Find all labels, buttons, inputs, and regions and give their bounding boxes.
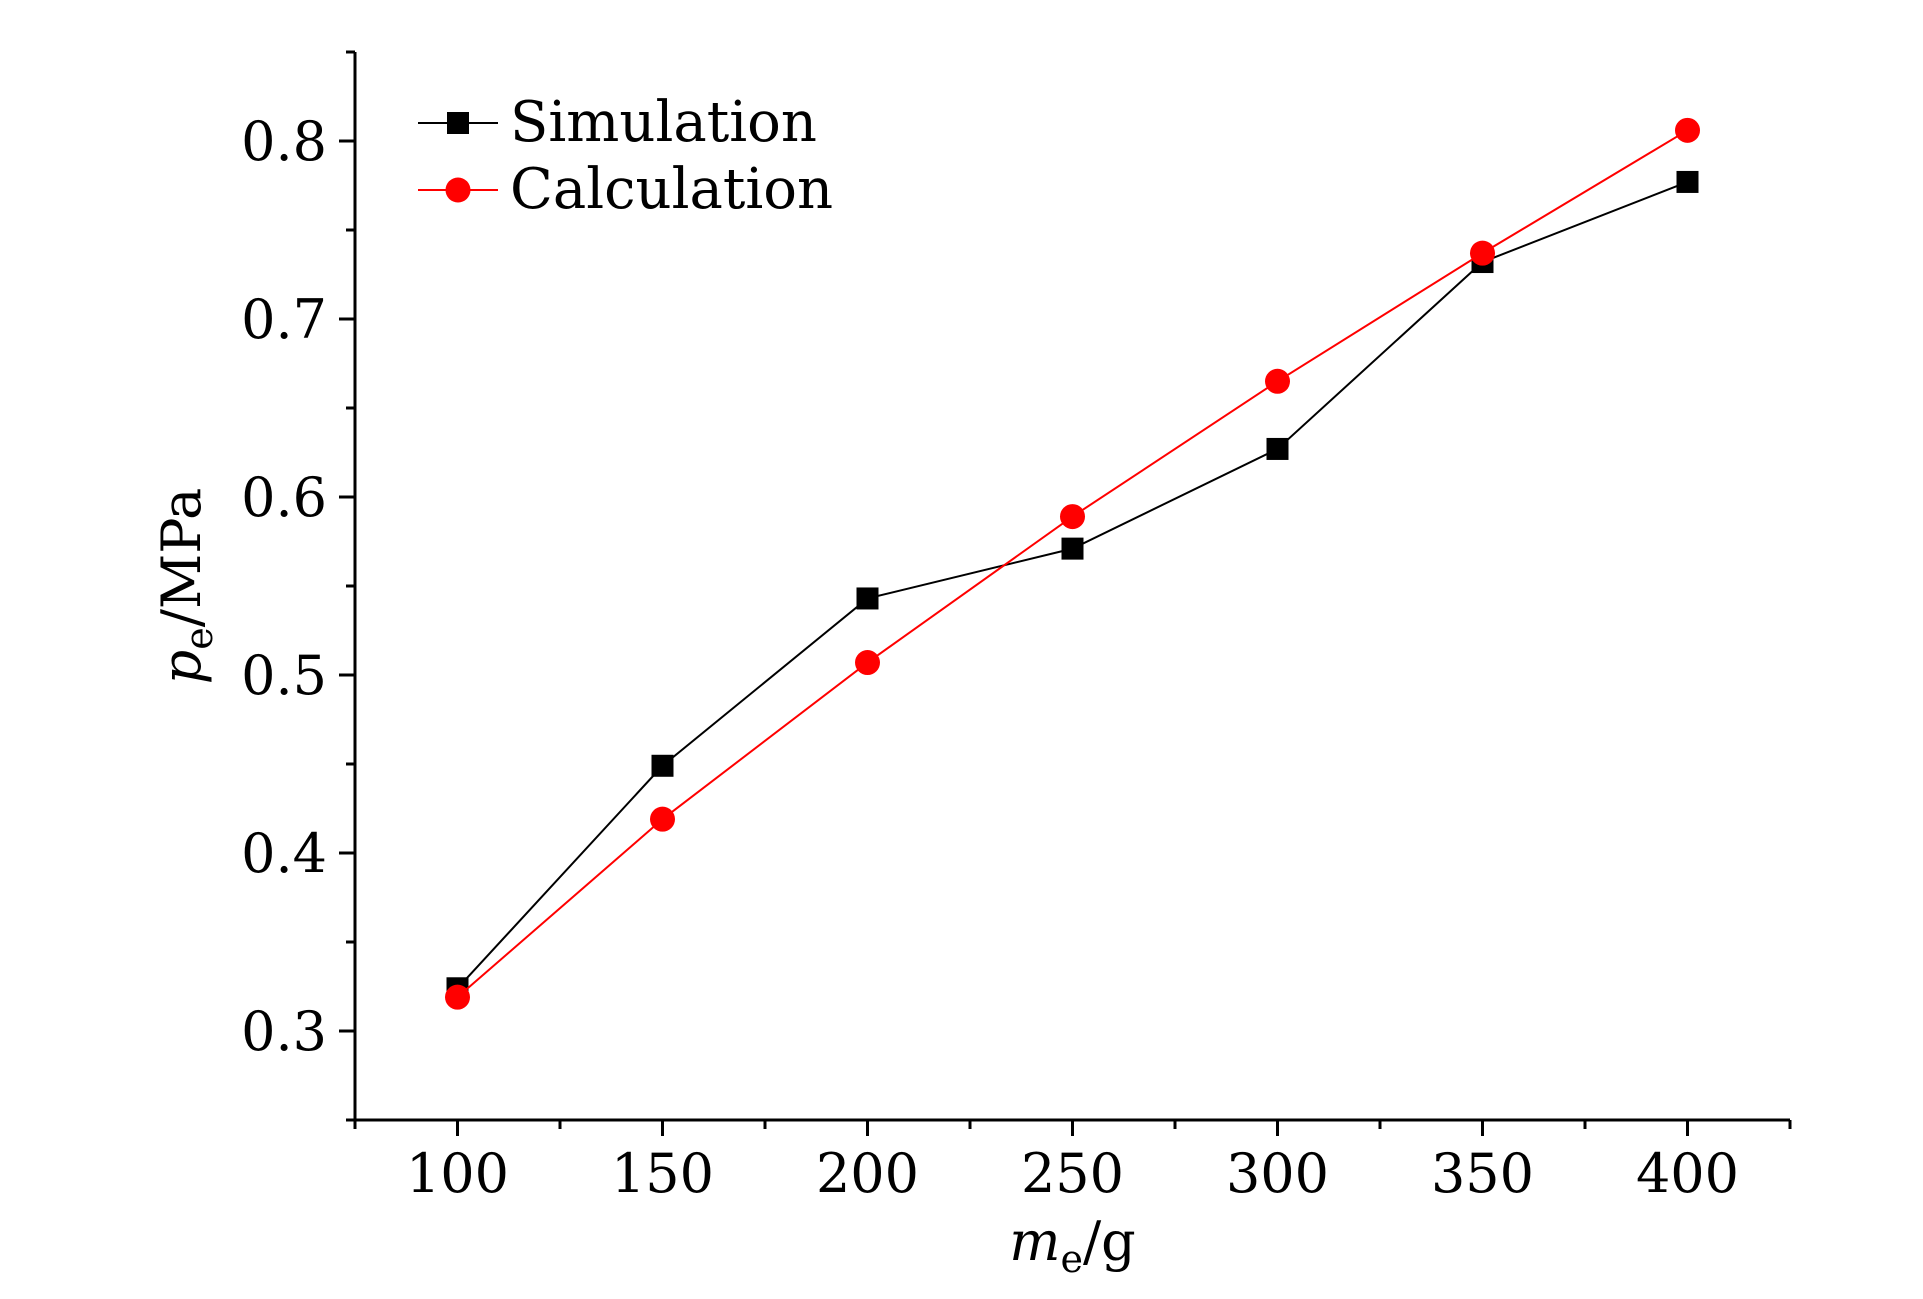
y-tick-label: 0.7 — [241, 288, 327, 351]
x-tick-label: 200 — [816, 1142, 919, 1205]
x-axis-title: me/g — [1009, 1210, 1135, 1281]
data-point — [650, 806, 675, 832]
data-point — [856, 587, 879, 610]
series-simulation — [446, 170, 1699, 1000]
data-point — [1676, 170, 1699, 193]
data-point — [855, 650, 880, 676]
series-calculation — [445, 117, 1700, 1010]
series-line — [456, 129, 1689, 998]
y-tick-label: 0.8 — [241, 110, 327, 173]
x-tick-label: 150 — [611, 1142, 714, 1205]
x-tick-label: 400 — [1636, 1142, 1739, 1205]
y-axis-title: pe/MPa — [150, 488, 221, 685]
x-tick-label: 100 — [406, 1142, 509, 1205]
data-point — [445, 984, 470, 1010]
x-tick-label: 350 — [1431, 1142, 1534, 1205]
data-point — [1470, 240, 1495, 266]
data-point — [1060, 504, 1085, 530]
x-tick-label: 250 — [1021, 1142, 1124, 1205]
data-point — [1061, 537, 1084, 560]
y-tick-label: 0.4 — [241, 822, 327, 885]
legend-item-simulation: Simulation — [418, 90, 817, 155]
data-point — [1265, 368, 1290, 394]
y-tick-label: 0.6 — [241, 466, 327, 529]
legend-marker — [447, 112, 469, 134]
y-tick-label: 0.5 — [241, 644, 327, 707]
data-point — [1266, 437, 1289, 460]
y-tick-label: 0.3 — [241, 1000, 327, 1063]
legend-marker — [445, 177, 471, 203]
legend-label: Calculation — [510, 157, 833, 222]
series-layer — [445, 117, 1700, 1010]
ticks: 100 150 200 250 300 350 400 0.3 0.4 0.5 0.6 0.7 0.8 — [241, 50, 1792, 1205]
data-point — [651, 754, 674, 777]
x-tick-label: 300 — [1226, 1142, 1329, 1205]
series-line — [456, 181, 1688, 989]
axis-titles: me/g pe/MPa — [150, 488, 1136, 1281]
legend-label: Simulation — [510, 90, 817, 155]
legend-item-calculation: Calculation — [418, 157, 833, 222]
data-point — [1675, 117, 1700, 143]
